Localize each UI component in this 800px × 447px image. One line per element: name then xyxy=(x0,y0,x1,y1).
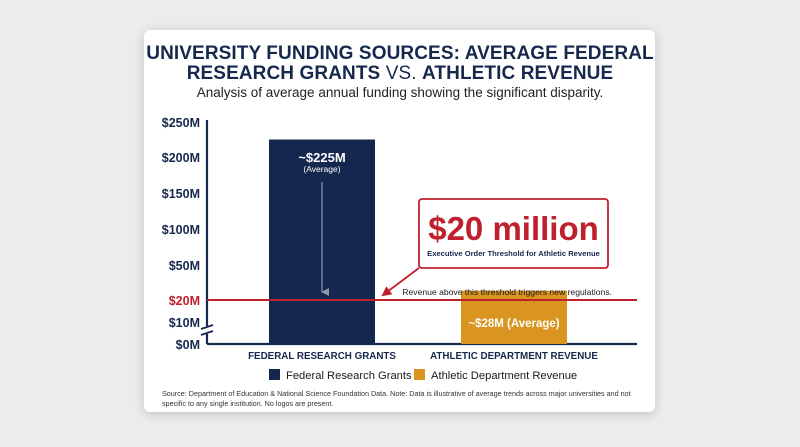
y-tick-label: $20M xyxy=(169,294,200,308)
title-federal-part: RESEARCH GRANTS xyxy=(186,63,381,84)
x-category-label-federal: FEDERAL RESEARCH GRANTS xyxy=(248,351,396,362)
y-tick-label: $0M xyxy=(176,338,200,352)
axis-break-icon xyxy=(200,324,214,336)
legend-entry-federal: Federal Research Grants xyxy=(286,370,412,382)
y-tick-label: $10M xyxy=(169,316,200,330)
legend-swatch-athletic xyxy=(414,369,425,380)
legend: Federal Research Grants Athletic Departm… xyxy=(269,369,577,382)
chart-title-line1: UNIVERSITY FUNDING SOURCES: AVERAGE FEDE… xyxy=(146,43,654,64)
y-tick-label: $250M xyxy=(162,116,200,130)
chart-title-line2: RESEARCH GRANTS VS. ATHLETIC REVENUE xyxy=(0,64,800,84)
title-athletic-part: ATHLETIC REVENUE xyxy=(422,63,614,84)
source-note: Source: Department of Education & Nation… xyxy=(162,389,631,408)
threshold-line-label: Revenue above this threshold triggers ne… xyxy=(402,287,612,297)
y-tick-label: $100M xyxy=(162,223,200,237)
legend-entry-athletic: Athletic Department Revenue xyxy=(431,370,577,382)
callout-pointer-arrow-icon xyxy=(381,267,420,297)
bar-federal-value-label: ~$225M xyxy=(298,150,345,165)
y-tick-label: $200M xyxy=(162,151,200,165)
y-tick-label: $50M xyxy=(169,259,200,273)
bar-athletic-value-label: ~$28M (Average) xyxy=(468,318,559,330)
x-category-label-athletic: ATHLETIC DEPARTMENT REVENUE xyxy=(430,351,598,362)
threshold-callout: $20 million Executive Order Threshold fo… xyxy=(418,198,609,269)
threshold-small-label: Executive Order Threshold for Athletic R… xyxy=(427,249,600,258)
legend-swatch-federal xyxy=(269,369,280,380)
chart-subtitle: Analysis of average annual funding showi… xyxy=(196,85,604,100)
threshold-big-label: $20 million xyxy=(428,210,599,247)
y-tick-label: $150M xyxy=(162,187,200,201)
bar-federal-sub-label: (Average) xyxy=(303,164,340,174)
title-vs: VS. xyxy=(380,63,423,84)
